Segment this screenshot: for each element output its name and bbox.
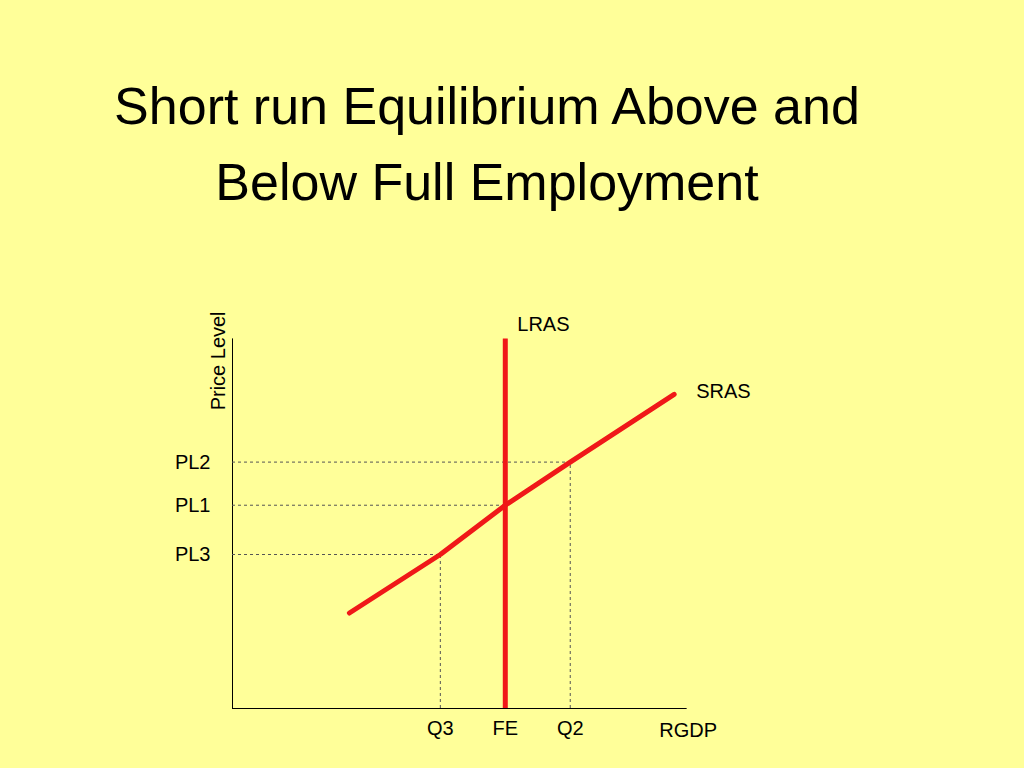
svg-text:SRAS: SRAS [696,380,750,402]
svg-text:Price Level: Price Level [207,311,229,410]
svg-text:PL3: PL3 [175,543,211,565]
svg-text:PL1: PL1 [175,494,211,516]
svg-text:RGDP: RGDP [659,719,717,741]
svg-text:Q2: Q2 [557,717,584,739]
svg-text:LRAS: LRAS [517,313,569,335]
svg-text:FE: FE [493,717,519,739]
svg-text:Q3: Q3 [427,717,454,739]
html-text:Short run Equilibrium Above an: Short run Equilibrium Above and Below Fu… [114,77,860,211]
svg-text:PL2: PL2 [175,451,211,473]
